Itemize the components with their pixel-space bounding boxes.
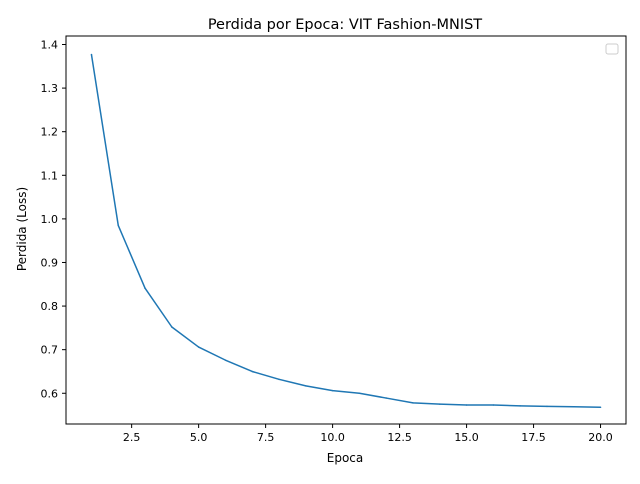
data-point xyxy=(546,405,548,408)
y-tick-label: 1.4 xyxy=(41,39,59,52)
data-point xyxy=(439,403,441,405)
data-point xyxy=(385,397,387,399)
y-tick-label: 0.9 xyxy=(41,256,59,269)
y-tick-label: 0.6 xyxy=(41,387,59,400)
data-point xyxy=(492,404,495,406)
data-point xyxy=(224,359,227,361)
axes-frame xyxy=(65,35,627,425)
data-point xyxy=(573,406,575,408)
x-tick-label: 15.0 xyxy=(454,431,479,444)
y-tick-label: 1.2 xyxy=(41,126,59,139)
legend-box xyxy=(605,43,619,55)
data-point xyxy=(171,326,173,328)
y-tick-label: 0.7 xyxy=(41,344,59,357)
data-point xyxy=(305,385,307,387)
data-point xyxy=(519,405,521,407)
y-tick-label: 1.3 xyxy=(41,82,59,95)
plot-area: 2.5 5.0 7.5 10.0 12.5 15.0 17.5 20.0 0.6 0.7 0.8 0.… xyxy=(41,35,627,444)
y-tick-label: 1.1 xyxy=(41,169,59,182)
x-axis-label: Epoca xyxy=(327,451,364,465)
data-point xyxy=(251,370,253,373)
series-line-0 xyxy=(90,54,601,408)
x-tick-label: 7.5 xyxy=(257,431,275,444)
data-point xyxy=(599,406,602,408)
x-tick-label: 20.0 xyxy=(588,431,613,444)
y-axis-label: Perdida (Loss) xyxy=(15,187,29,271)
x-tick-label: 2.5 xyxy=(123,431,141,444)
data-point xyxy=(117,224,119,227)
chart-title: Perdida por Epoca: VIT Fashion-MNIST xyxy=(208,17,482,33)
data-point xyxy=(90,53,93,56)
data-point xyxy=(358,392,361,395)
y-tick-label: 1.0 xyxy=(41,213,59,226)
data-point xyxy=(197,346,200,348)
x-tick-label: 10.0 xyxy=(320,431,345,444)
x-tick-label: 12.5 xyxy=(387,431,412,444)
data-point xyxy=(278,378,280,381)
data-point xyxy=(144,287,146,289)
data-point xyxy=(465,404,468,406)
data-point xyxy=(331,389,334,392)
data-point xyxy=(412,402,414,404)
x-tick-label: 5.0 xyxy=(190,431,208,444)
y-tick-label: 0.8 xyxy=(41,300,59,313)
x-tick-label: 17.5 xyxy=(521,431,546,444)
